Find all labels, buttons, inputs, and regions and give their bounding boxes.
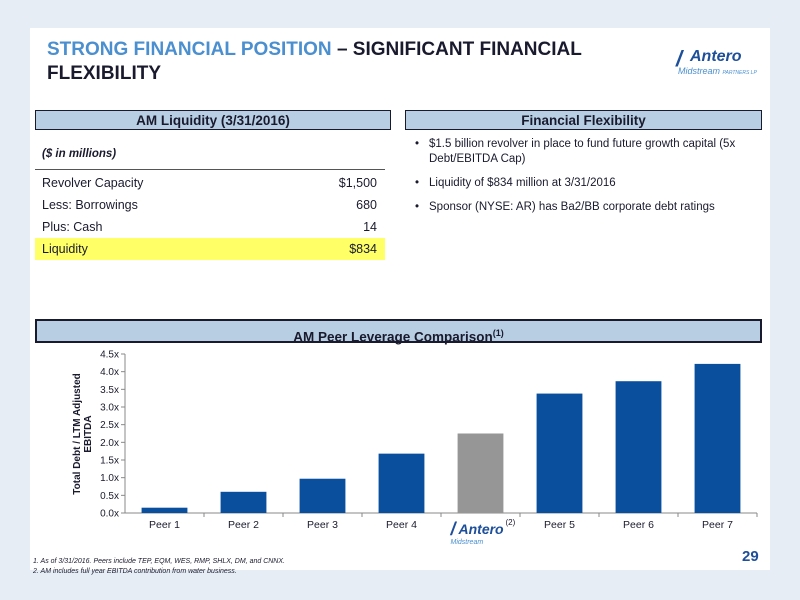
y-tick-label: 2.5x (100, 420, 119, 431)
peer-header: AM Peer Leverage Comparison(1) (35, 319, 762, 345)
y-tick-label: 2.0x (100, 438, 119, 449)
x-tick-label: Peer 4 (386, 519, 417, 531)
bar-peer (615, 381, 662, 513)
row-value: 680 (356, 198, 377, 212)
y-tick-label: 4.0x (100, 367, 119, 378)
units-label: ($ in millions) (42, 148, 117, 160)
row-label: Liquidity (42, 242, 88, 256)
flexibility-header: Financial Flexibility (405, 110, 762, 130)
x-tick-label: Peer 2 (228, 519, 259, 531)
bar-peer (220, 491, 267, 513)
row-value: 14 (363, 220, 377, 234)
bar-peer (378, 453, 425, 513)
footnote-1: 1. As of 3/31/2016. Peers include TEP, E… (33, 558, 285, 565)
bar-peer (299, 478, 346, 513)
peer-header-sup: (1) (492, 328, 504, 338)
row-label: Less: Borrowings (42, 198, 138, 212)
y-tick-label: 3.0x (100, 403, 119, 414)
page-number: 29 (742, 548, 759, 565)
peer-header-text: AM Peer Leverage Comparison (293, 329, 493, 345)
y-tick-label: 0.0x (100, 509, 119, 520)
chart-logo-brand: Antero (458, 521, 505, 537)
logo-sub-text: Midstream (678, 66, 721, 76)
bullet-item: $1.5 billion revolver in place to fund f… (415, 137, 755, 167)
bullet-item: Liquidity of $834 million at 3/31/2016 (415, 176, 755, 191)
bullet-item: Sponsor (NYSE: AR) has Ba2/BB corporate … (415, 200, 755, 215)
row-value: $834 (349, 242, 377, 256)
liquidity-row: Revolver Capacity $1,500 (35, 172, 385, 194)
logo-wing-icon: / (676, 46, 683, 71)
row-label: Plus: Cash (42, 220, 103, 234)
row-value: $1,500 (338, 176, 377, 190)
liquidity-row: Less: Borrowings 680 (35, 194, 385, 216)
bar-peer (536, 393, 583, 513)
x-tick-label: Peer 1 (149, 519, 180, 531)
bar-antero-midstream (457, 433, 504, 513)
flexibility-bullets: $1.5 billion revolver in place to fund f… (415, 137, 755, 224)
logo-sub: Midstream PARTNERS LP (678, 66, 757, 76)
row-label: Revolver Capacity (42, 176, 144, 190)
y-axis-title: Total Debt / LTM AdjustedEBITDA (72, 373, 94, 494)
title-rest: – SIGNIFICANT FINANCIAL FLEXIBILITY (47, 39, 582, 84)
footnote-2: 2. AM includes full year EBITDA contribu… (33, 568, 237, 575)
x-tick-label: Peer 5 (544, 519, 575, 531)
units-divider (35, 169, 385, 170)
liquidity-total-row: Liquidity $834 (35, 238, 385, 260)
bar-peer (694, 363, 741, 513)
y-tick-label: 4.5x (100, 350, 119, 361)
liquidity-row: Plus: Cash 14 (35, 216, 385, 238)
x-tick-label: Peer 3 (307, 519, 338, 531)
y-axis-title-line: EBITDA (83, 415, 94, 452)
antero-logo: / Antero Midstream PARTNERS LP (676, 44, 762, 78)
y-tick-label: 0.5x (100, 491, 119, 502)
x-tick-label: Peer 7 (702, 519, 733, 531)
logo-brand: Antero (690, 48, 742, 65)
logo-sub-small: PARTNERS LP (722, 70, 757, 76)
bar-peer (141, 507, 188, 513)
title-accent: STRONG FINANCIAL POSITION (47, 39, 332, 60)
x-tick-label: Peer 6 (623, 519, 654, 531)
chart-logo-sub: Midstream (451, 539, 484, 546)
chart-logo-sup: (2) (506, 518, 516, 527)
liquidity-header: AM Liquidity (3/31/2016) (35, 110, 391, 130)
y-axis-title-line: Total Debt / LTM Adjusted (72, 373, 83, 494)
chart-logo-wing-icon: / (450, 519, 458, 539)
page-title: STRONG FINANCIAL POSITION – SIGNIFICANT … (47, 38, 647, 86)
y-tick-label: 3.5x (100, 385, 119, 396)
y-tick-label: 1.0x (100, 473, 119, 484)
y-tick-label: 1.5x (100, 456, 119, 467)
